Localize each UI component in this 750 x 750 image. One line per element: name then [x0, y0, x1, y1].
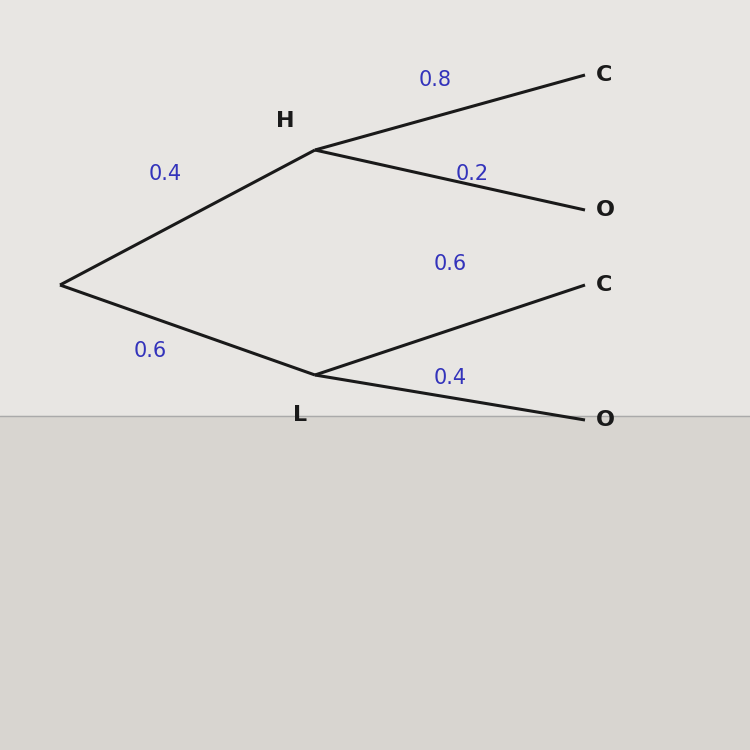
Text: L: L — [293, 405, 307, 425]
Text: 0.4: 0.4 — [148, 164, 182, 184]
Text: O: O — [596, 200, 615, 220]
Text: H: H — [276, 111, 294, 131]
Text: 0.8: 0.8 — [419, 70, 452, 90]
Text: C: C — [596, 275, 613, 295]
Text: 0.2: 0.2 — [456, 164, 489, 184]
Text: 0.6: 0.6 — [134, 341, 166, 362]
Text: 0.6: 0.6 — [433, 254, 466, 274]
Text: 0.4: 0.4 — [433, 368, 466, 388]
Text: O: O — [596, 410, 615, 430]
Text: C: C — [596, 65, 613, 85]
Bar — [0, 416, 750, 750]
